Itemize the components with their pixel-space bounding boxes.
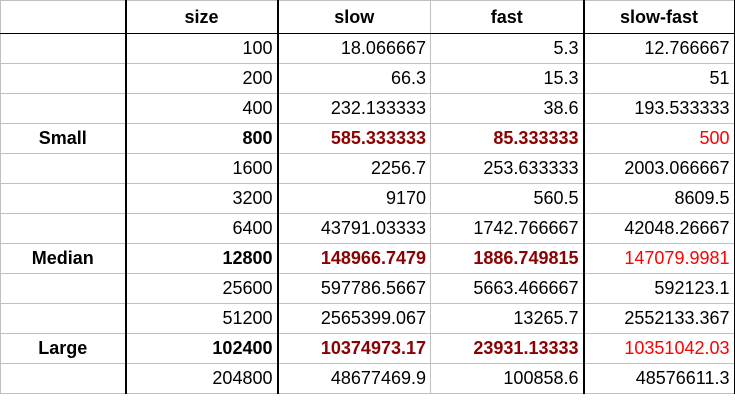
header-row: size slow fast slow-fast	[0, 0, 735, 34]
cell-slow[interactable]: 148966.7479	[277, 243, 431, 274]
cell-group[interactable]: Small	[0, 123, 127, 154]
table-row: Large 102400 10374973.17 23931.13333 1035104…	[0, 333, 735, 364]
cell-size[interactable]: 51200	[125, 303, 279, 334]
table-row: 3200 9170 560.5 8609.5	[0, 183, 735, 214]
cell-group[interactable]	[0, 363, 127, 394]
cell-slow-fast[interactable]: 42048.26667	[583, 213, 735, 244]
cell-fast[interactable]: 23931.13333	[430, 333, 585, 364]
cell-slow-fast[interactable]: 8609.5	[583, 183, 735, 214]
cell-size[interactable]: 1600	[125, 153, 279, 184]
cell-fast[interactable]: 15.3	[430, 63, 585, 94]
cell-fast[interactable]: 1886.749815	[430, 243, 585, 274]
cell-slow[interactable]: 597786.5667	[277, 273, 431, 304]
cell-group[interactable]	[0, 303, 127, 334]
cell-group[interactable]	[0, 273, 127, 304]
cell-fast[interactable]: 5.3	[430, 33, 585, 64]
table-row: 1600 2256.7 253.633333 2003.066667	[0, 153, 735, 184]
cell-fast[interactable]: 13265.7	[430, 303, 585, 334]
cell-size[interactable]: 3200	[125, 183, 279, 214]
cell-size[interactable]: 6400	[125, 213, 279, 244]
cell-slow[interactable]: 585.333333	[277, 123, 431, 154]
cell-group[interactable]: Median	[0, 243, 127, 274]
header-size[interactable]: size	[125, 0, 279, 34]
cell-slow-fast[interactable]: 51	[583, 63, 735, 94]
table-row: 400 232.133333 38.6 193.533333	[0, 93, 735, 124]
table-row: Small 800 585.333333 85.333333 500	[0, 123, 735, 154]
table-row: 51200 2565399.067 13265.7 2552133.367	[0, 303, 735, 334]
cell-group[interactable]	[0, 93, 127, 124]
table-row: 100 18.066667 5.3 12.766667	[0, 33, 735, 64]
cell-slow[interactable]: 66.3	[277, 63, 431, 94]
table-row: 204800 48677469.9 100858.6 48576611.3	[0, 363, 735, 394]
cell-fast[interactable]: 38.6	[430, 93, 585, 124]
cell-size[interactable]: 200	[125, 63, 279, 94]
header-slow-fast[interactable]: slow-fast	[583, 0, 735, 34]
cell-group[interactable]	[0, 183, 127, 214]
cell-fast[interactable]: 100858.6	[430, 363, 585, 394]
cell-slow[interactable]: 9170	[277, 183, 431, 214]
header-slow[interactable]: slow	[277, 0, 431, 34]
cell-size[interactable]: 12800	[125, 243, 279, 274]
cell-slow-fast[interactable]: 2552133.367	[583, 303, 735, 334]
cell-slow-fast[interactable]: 500	[583, 123, 735, 154]
cell-slow[interactable]: 43791.03333	[277, 213, 431, 244]
cell-slow[interactable]: 48677469.9	[277, 363, 431, 394]
cell-group[interactable]	[0, 153, 127, 184]
cell-fast[interactable]: 5663.466667	[430, 273, 585, 304]
cell-fast[interactable]: 85.333333	[430, 123, 585, 154]
cell-fast[interactable]: 253.633333	[430, 153, 585, 184]
header-fast[interactable]: fast	[430, 0, 585, 34]
cell-slow[interactable]: 2256.7	[277, 153, 431, 184]
cell-slow-fast[interactable]: 48576611.3	[583, 363, 735, 394]
table-body: 100 18.066667 5.3 12.766667 200 66.3 15.3 51 400…	[0, 33, 735, 394]
cell-slow-fast[interactable]: 12.766667	[583, 33, 735, 64]
table-row: 25600 597786.5667 5663.466667 592123.1	[0, 273, 735, 304]
cell-group[interactable]	[0, 63, 127, 94]
cell-slow[interactable]: 18.066667	[277, 33, 431, 64]
cell-slow-fast[interactable]: 10351042.03	[583, 333, 735, 364]
cell-size[interactable]: 102400	[125, 333, 279, 364]
table-row: 6400 43791.03333 1742.766667 42048.26667	[0, 213, 735, 244]
header-group[interactable]	[0, 0, 127, 34]
cell-slow-fast[interactable]: 592123.1	[583, 273, 735, 304]
cell-slow[interactable]: 2565399.067	[277, 303, 431, 334]
cell-size[interactable]: 25600	[125, 273, 279, 304]
cell-size[interactable]: 800	[125, 123, 279, 154]
cell-slow[interactable]: 10374973.17	[277, 333, 431, 364]
table-row: 200 66.3 15.3 51	[0, 63, 735, 94]
cell-slow-fast[interactable]: 193.533333	[583, 93, 735, 124]
cell-slow-fast[interactable]: 147079.9981	[583, 243, 735, 274]
cell-slow-fast[interactable]: 2003.066667	[583, 153, 735, 184]
table-row: Median 12800 148966.7479 1886.749815 147079.…	[0, 243, 735, 274]
cell-fast[interactable]: 1742.766667	[430, 213, 585, 244]
cell-group[interactable]	[0, 213, 127, 244]
cell-group[interactable]	[0, 33, 127, 64]
cell-size[interactable]: 400	[125, 93, 279, 124]
cell-fast[interactable]: 560.5	[430, 183, 585, 214]
cell-size[interactable]: 204800	[125, 363, 279, 394]
cell-size[interactable]: 100	[125, 33, 279, 64]
cell-group[interactable]: Large	[0, 333, 127, 364]
spreadsheet-table: size slow fast slow-fast 100 18.066667 5.3…	[0, 0, 735, 394]
cell-slow[interactable]: 232.133333	[277, 93, 431, 124]
